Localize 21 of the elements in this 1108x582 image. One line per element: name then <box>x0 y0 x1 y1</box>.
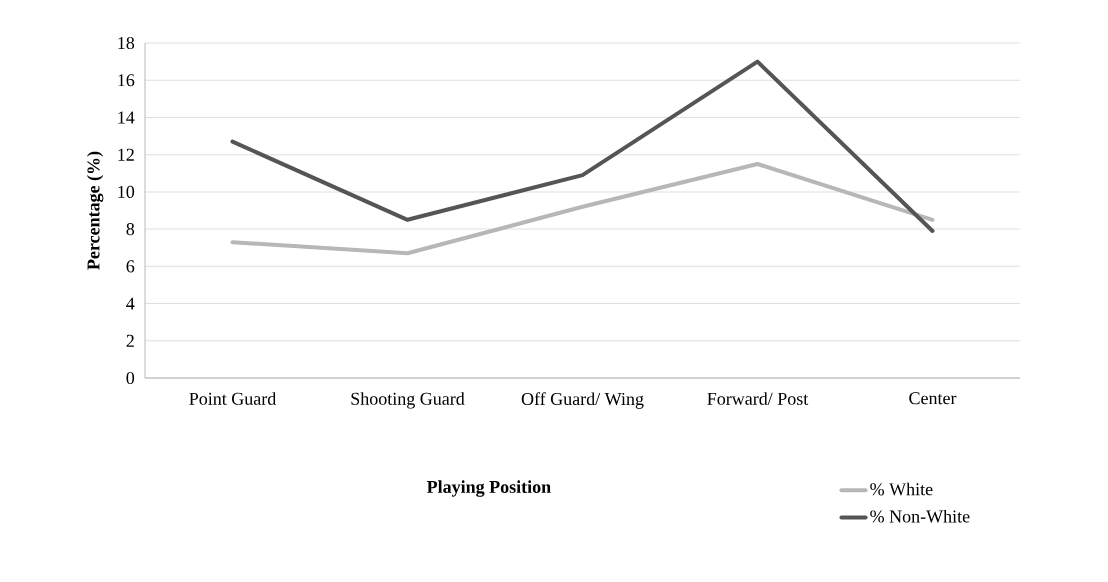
x-tick-label: Point Guard <box>189 392 277 405</box>
line-series <box>230 59 935 233</box>
y-tick-label: 14 <box>118 111 135 124</box>
x-tick-label: Center <box>909 392 957 405</box>
y-tick-label: 4 <box>126 297 135 310</box>
y-tick-label: 10 <box>118 185 135 198</box>
x-tick-label: Forward/ Post <box>707 392 809 405</box>
legend-label: % White <box>870 482 933 496</box>
y-tick-label: 6 <box>126 260 135 273</box>
x-tick-label: Shooting Guard <box>351 392 465 409</box>
y-tick-label: 8 <box>126 223 135 236</box>
y-tick-label: 16 <box>118 74 135 87</box>
x-axis-title: Playing Position <box>426 480 551 497</box>
line-series <box>230 161 935 256</box>
x-tick-label: Off Guard/ Wing <box>521 392 644 409</box>
y-tick-label: 0 <box>126 371 135 385</box>
legend-label: % Non-White <box>870 509 970 523</box>
y-tick-label: 12 <box>118 148 134 161</box>
y-axis-title: Percentage (%) <box>86 151 104 270</box>
y-tick-label: 2 <box>126 334 134 347</box>
y-tick-label: 18 <box>118 36 135 50</box>
